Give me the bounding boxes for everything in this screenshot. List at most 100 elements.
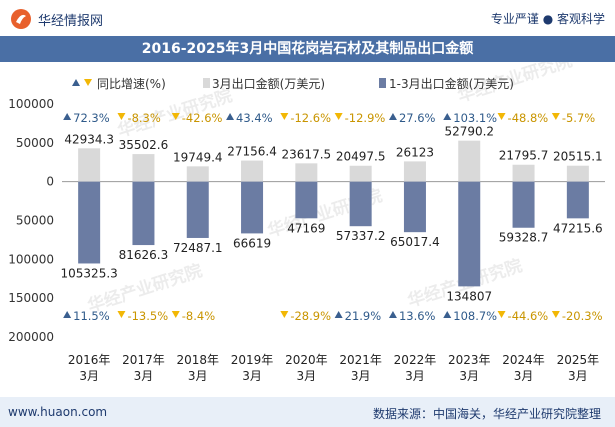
data-label-cumulative: 57337.2 bbox=[336, 229, 386, 243]
x-tick-line: 2023年 bbox=[448, 353, 491, 367]
x-tick-line: 2024年 bbox=[502, 353, 545, 367]
data-labels: 42934.3 105325.3 72.3% 11.5% 35502.6 81626.3 -… bbox=[61, 111, 603, 323]
y-axis: 100000 50000 0 50000 100000 150000 200000 bbox=[8, 97, 605, 344]
bar-march bbox=[403, 161, 426, 182]
down-arrow-icon bbox=[280, 311, 289, 318]
x-tick-line: 3月 bbox=[242, 369, 262, 383]
data-label-cumulative: 81626.3 bbox=[119, 248, 169, 262]
up-arrow-icon bbox=[388, 113, 397, 120]
legend-swatch bbox=[203, 78, 210, 88]
data-label-cumulative: 59328.7 bbox=[499, 231, 549, 245]
footer-source: 数据来源：中国海关，华经产业研究院整理 bbox=[372, 407, 601, 421]
y-tick-label: 50000 bbox=[16, 214, 54, 228]
up-arrow-icon bbox=[334, 311, 343, 318]
x-tick-label: 2017年 3月 bbox=[122, 353, 165, 383]
data-label-march: 20497.5 bbox=[336, 150, 386, 164]
data-label-march: 35502.6 bbox=[119, 138, 169, 152]
x-tick-line: 3月 bbox=[188, 369, 208, 383]
legend-item-march: 3月出口金额(万美元) bbox=[203, 76, 325, 91]
x-tick-label: 2016年 3月 bbox=[68, 353, 111, 383]
down-arrow-icon bbox=[497, 113, 506, 120]
bar-march bbox=[241, 160, 264, 182]
data-label-cumulative: 134807 bbox=[446, 289, 492, 303]
bar-march bbox=[512, 164, 535, 182]
y-tick-label: 50000 bbox=[16, 136, 54, 150]
top-bar: 华经情报网 专业严谨 ● 客观科学 bbox=[0, 0, 615, 36]
growth-label-cumulative: -20.3% bbox=[562, 309, 603, 323]
bar-cumulative bbox=[186, 181, 209, 238]
growth-label-cumulative: -8.4% bbox=[182, 309, 215, 323]
x-tick-line: 2019年 bbox=[231, 353, 274, 367]
data-label-march: 52790.2 bbox=[444, 125, 494, 139]
x-tick-label: 2019年 3月 bbox=[231, 353, 274, 383]
x-tick-line: 3月 bbox=[79, 369, 99, 383]
growth-label-cumulative: 11.5% bbox=[73, 309, 110, 323]
down-arrow-icon bbox=[551, 311, 560, 318]
x-tick-line: 3月 bbox=[351, 369, 371, 383]
x-tick-line: 3月 bbox=[134, 369, 154, 383]
data-label-cumulative: 47169 bbox=[287, 221, 325, 235]
title-bar: 2016-2025年3月中国花岗岩石材及其制品出口金额 bbox=[0, 36, 615, 62]
bars bbox=[78, 140, 589, 287]
x-tick-label: 2021年 3月 bbox=[339, 353, 382, 383]
up-arrow-icon bbox=[226, 113, 235, 120]
x-tick-line: 2016年 bbox=[68, 353, 111, 367]
growth-label-cumulative: -28.9% bbox=[290, 309, 331, 323]
x-tick-line: 2017年 bbox=[122, 353, 165, 367]
legend-item-growth: 同比增速(%) bbox=[72, 77, 166, 91]
growth-label-march: 27.6% bbox=[399, 111, 436, 125]
down-arrow-icon bbox=[280, 113, 289, 120]
x-tick-line: 3月 bbox=[514, 369, 534, 383]
legend-swatch bbox=[379, 78, 386, 88]
down-arrow-icon bbox=[117, 113, 126, 120]
legend-up-arrow-icon bbox=[72, 79, 80, 86]
growth-label-march: 43.4% bbox=[236, 111, 273, 125]
brand[interactable]: 华经情报网 bbox=[10, 8, 103, 30]
data-label-cumulative: 47215.6 bbox=[553, 221, 603, 235]
data-label-cumulative: 105325.3 bbox=[61, 266, 118, 280]
data-label-cumulative: 66619 bbox=[233, 236, 271, 250]
down-arrow-icon bbox=[334, 113, 343, 120]
up-arrow-icon bbox=[443, 113, 452, 120]
x-tick-line: 2020年 bbox=[285, 353, 328, 367]
bar-march bbox=[295, 163, 318, 182]
bar-cumulative bbox=[132, 181, 155, 246]
x-tick-label: 2025年 3月 bbox=[557, 353, 600, 383]
data-label-cumulative: 72487.1 bbox=[173, 241, 223, 255]
bar-march bbox=[458, 140, 481, 182]
bar-march bbox=[132, 154, 155, 182]
growth-label-march: -5.7% bbox=[562, 111, 595, 125]
legend-label: 1-3月出口金额(万美元) bbox=[389, 76, 514, 91]
x-tick-label: 2020年 3月 bbox=[285, 353, 328, 383]
bar-cumulative bbox=[241, 181, 264, 234]
x-tick-line: 3月 bbox=[405, 369, 425, 383]
bar-cumulative bbox=[295, 181, 318, 219]
data-label-cumulative: 65017.4 bbox=[390, 235, 440, 249]
up-arrow-icon bbox=[63, 113, 72, 120]
growth-label-march: -42.6% bbox=[182, 111, 223, 125]
up-arrow-icon bbox=[388, 311, 397, 318]
down-arrow-icon bbox=[171, 311, 180, 318]
x-tick-line: 3月 bbox=[568, 369, 588, 383]
growth-label-march: -8.3% bbox=[127, 111, 160, 125]
bar-cumulative bbox=[566, 181, 589, 219]
growth-label-march: 103.1% bbox=[453, 111, 497, 125]
growth-label-march: 72.3% bbox=[73, 111, 110, 125]
watermark-layer: 华经产业研究院华经产业研究院华经产业研究院华经产业研究院华经产业研究院 bbox=[85, 62, 575, 317]
growth-label-cumulative: 13.6% bbox=[399, 309, 436, 323]
legend-label: 3月出口金额(万美元) bbox=[212, 76, 325, 91]
x-tick-line: 3月 bbox=[297, 369, 317, 383]
footer-url[interactable]: www.huaon.com bbox=[8, 405, 108, 419]
growth-label-cumulative: -13.5% bbox=[127, 309, 168, 323]
x-tick-line: 2022年 bbox=[394, 353, 437, 367]
bar-march bbox=[349, 165, 372, 182]
y-tick-label: 200000 bbox=[8, 330, 54, 344]
data-label-march: 21795.7 bbox=[499, 149, 549, 163]
legend-label: 同比增速(%) bbox=[97, 77, 166, 91]
down-arrow-icon bbox=[171, 113, 180, 120]
chart-title: 2016-2025年3月中国花岗岩石材及其制品出口金额 bbox=[141, 41, 474, 57]
x-tick-line: 2018年 bbox=[176, 353, 219, 367]
x-tick-line: 2021年 bbox=[339, 353, 382, 367]
growth-label-march: -12.9% bbox=[345, 111, 386, 125]
